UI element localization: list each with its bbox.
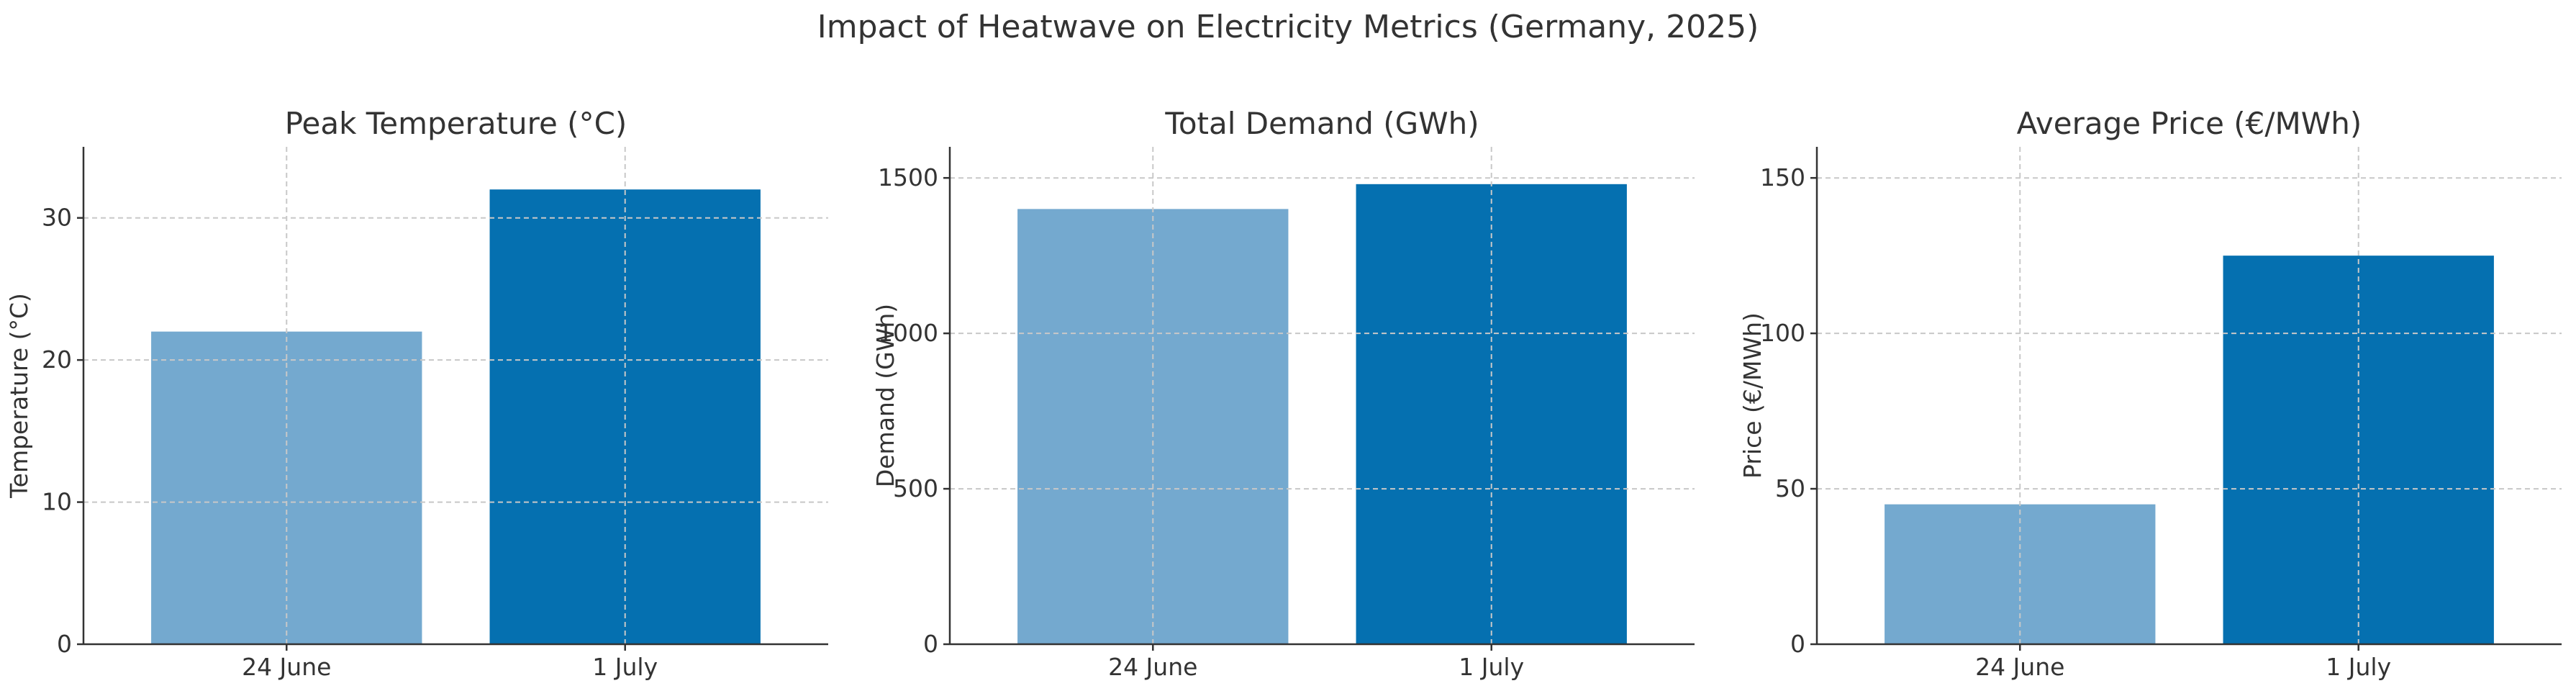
x-tick-label: 24 June bbox=[1975, 653, 2064, 681]
x-tick-label: 1 July bbox=[592, 653, 658, 681]
y-tick-label: 0 bbox=[923, 630, 938, 658]
x-tick-label: 1 July bbox=[2326, 653, 2391, 681]
y-tick-label: 0 bbox=[57, 630, 72, 658]
y-tick-label: 500 bbox=[893, 474, 938, 502]
chart-title: Average Price (€/MWh) bbox=[2017, 106, 2362, 141]
y-tick-label: 10 bbox=[42, 488, 72, 516]
x-tick-label: 24 June bbox=[1108, 653, 1197, 681]
y-tick-label: 100 bbox=[1760, 319, 1805, 347]
y-tick-label: 1500 bbox=[878, 163, 938, 191]
chart-panel-price: Average Price (€/MWh) Price (€/MWh) 0 50 1… bbox=[1738, 106, 2562, 681]
y-tick-label: 150 bbox=[1760, 163, 1805, 191]
y-tick-label: 50 bbox=[1775, 474, 1805, 502]
chart-panel-temperature: Peak Temperature (°C) Temperature (°C) 0… bbox=[5, 106, 828, 681]
y-axis-label: Price (€/MWh) bbox=[1738, 312, 1767, 479]
y-axis-label: Demand (GWh) bbox=[871, 304, 899, 487]
chart-panel-demand: Total Demand (GWh) Demand (GWh) 0 500 1000… bbox=[871, 106, 1695, 681]
y-tick-label: 0 bbox=[1790, 630, 1805, 658]
chart-title: Total Demand (GWh) bbox=[1164, 106, 1479, 141]
chart-title: Peak Temperature (°C) bbox=[285, 106, 627, 141]
y-axis-label: Temperature (°C) bbox=[5, 293, 33, 499]
x-tick-label: 1 July bbox=[1459, 653, 1524, 681]
y-tick-label: 1000 bbox=[878, 319, 938, 347]
y-tick-label: 20 bbox=[42, 346, 72, 374]
x-tick-label: 24 June bbox=[242, 653, 331, 681]
y-tick-label: 30 bbox=[42, 204, 72, 232]
figure-suptitle: Impact of Heatwave on Electricity Metric… bbox=[817, 9, 1759, 45]
